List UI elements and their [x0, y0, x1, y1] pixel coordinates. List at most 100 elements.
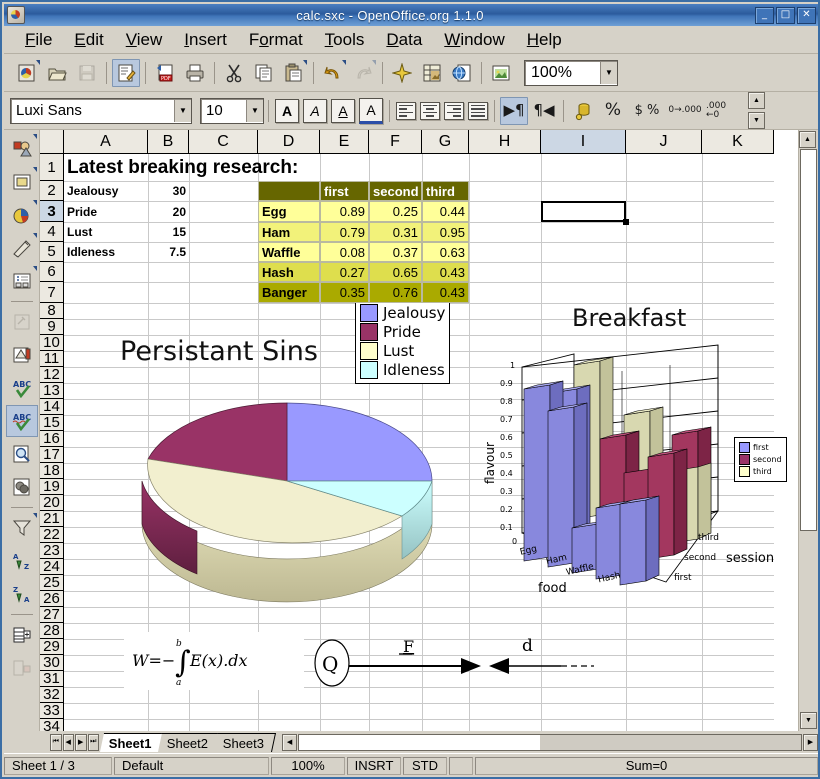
table-row-label-banger[interactable]: Banger [258, 282, 320, 303]
new-document-icon[interactable] [13, 59, 41, 87]
row-header-16[interactable]: 16 [40, 430, 64, 447]
hyperlink-icon[interactable] [448, 59, 476, 87]
table-cell-waffle-first[interactable]: 0.08 [320, 242, 369, 262]
italic-button[interactable]: A [303, 98, 327, 123]
table-header-second[interactable]: second [369, 181, 422, 201]
row-header-17[interactable]: 17 [40, 446, 64, 463]
column-header-E[interactable]: E [320, 130, 369, 154]
table-cell-banger-second[interactable]: 0.76 [369, 282, 422, 303]
cut-icon[interactable] [220, 59, 248, 87]
table-header-first[interactable]: first [320, 181, 369, 201]
row-header-5[interactable]: 5 [40, 242, 64, 262]
row-header-27[interactable]: 27 [40, 606, 64, 623]
minimize-button[interactable]: _ [755, 6, 774, 24]
cell-B4[interactable]: 15 [172, 225, 186, 239]
toolbar-scroll-down-button[interactable]: ▼ [748, 112, 765, 129]
font-size-combobox[interactable]: 10 ▼ [200, 97, 264, 124]
table-corner-cell[interactable] [258, 181, 320, 201]
scroll-down-button[interactable]: ▼ [800, 712, 817, 729]
currency-number-format-button[interactable]: $ % [629, 97, 665, 125]
row-header-24[interactable]: 24 [40, 558, 64, 575]
save-document-icon[interactable] [73, 59, 101, 87]
row-header-30[interactable]: 30 [40, 654, 64, 671]
table-header-third[interactable]: third [422, 181, 469, 201]
row-header-6[interactable]: 6 [40, 262, 64, 282]
cell-B5[interactable]: 7.5 [169, 245, 186, 259]
table-row-label-ham[interactable]: Ham [258, 222, 320, 242]
select-all-corner[interactable] [40, 130, 64, 154]
row-header-15[interactable]: 15 [40, 414, 64, 431]
row-header-8[interactable]: 8 [40, 302, 64, 319]
last-sheet-button[interactable]: ⏭ [87, 733, 99, 751]
row-header-20[interactable]: 20 [40, 494, 64, 511]
row-header-31[interactable]: 31 [40, 670, 64, 687]
insert-form-control-icon[interactable] [6, 265, 38, 297]
cell-area[interactable]: Persistant Sins [64, 154, 802, 731]
insert-object-icon[interactable] [6, 166, 38, 198]
currency-format-icon[interactable] [569, 97, 597, 125]
table-cell-ham-first[interactable]: 0.79 [320, 222, 369, 242]
previous-sheet-button[interactable]: ◀ [62, 733, 74, 751]
status-zoom[interactable]: 100% [271, 756, 345, 775]
paste-icon[interactable] [280, 59, 308, 87]
table-cell-hash-third[interactable]: 0.43 [422, 262, 469, 282]
align-justify-icon[interactable] [468, 101, 488, 120]
cell-A2[interactable]: Jealousy [67, 184, 119, 198]
underline-button[interactable]: A [331, 98, 355, 123]
column-header-G[interactable]: G [422, 130, 469, 154]
table-row-label-egg[interactable]: Egg [258, 201, 320, 222]
cell-B3[interactable]: 20 [172, 204, 186, 219]
cell-A3[interactable]: Pride [67, 204, 98, 219]
row-header-13[interactable]: 13 [40, 382, 64, 399]
navigator-icon[interactable] [388, 59, 416, 87]
autospellcheck-icon[interactable]: ABC [5, 405, 38, 437]
row-header-10[interactable]: 10 [40, 334, 64, 351]
menu-view[interactable]: View [125, 29, 163, 49]
draw-functions-icon[interactable] [6, 232, 38, 264]
scroll-up-button[interactable]: ▲ [799, 131, 816, 148]
sheet-tab-sheet2[interactable]: Sheet2 [157, 732, 220, 752]
formula-object[interactable]: W=− ∫ b a E(x).dx [124, 632, 304, 690]
row-header-1[interactable]: 1 [40, 154, 64, 181]
table-cell-ham-third[interactable]: 0.95 [422, 222, 469, 242]
column-header-D[interactable]: D [258, 130, 320, 154]
horizontal-scroll-thumb[interactable] [539, 734, 801, 750]
row-header-23[interactable]: 23 [40, 542, 64, 559]
row-header-34[interactable]: 34 [40, 718, 64, 731]
sheet-tab-sheet3[interactable]: Sheet3 [213, 732, 277, 752]
background-color-icon[interactable] [6, 339, 38, 371]
align-right-icon[interactable] [444, 101, 464, 120]
font-name-combobox[interactable]: Luxi Sans ▼ [10, 97, 192, 124]
row-header-2[interactable]: 2 [40, 181, 64, 201]
table-cell-egg-second[interactable]: 0.25 [369, 201, 422, 222]
menu-file[interactable]: File [25, 29, 53, 49]
toolbar-scroll-up-button[interactable]: ▲ [748, 92, 765, 109]
menu-tools[interactable]: Tools [324, 29, 365, 49]
column-header-K[interactable]: K [702, 130, 774, 154]
column-header-H[interactable]: H [469, 130, 541, 154]
chevron-down-icon[interactable]: ▼ [246, 99, 263, 122]
add-decimal-place-button[interactable]: 0→.000 [667, 97, 703, 125]
gallery-icon[interactable] [418, 59, 446, 87]
table-cell-banger-first[interactable]: 0.35 [320, 282, 369, 303]
row-header-19[interactable]: 19 [40, 478, 64, 495]
status-selection-mode[interactable]: STD [403, 756, 447, 775]
bar-chart-object[interactable]: Breakfast [476, 301, 802, 621]
show-draw-functions-icon[interactable] [6, 652, 38, 684]
percent-format-button[interactable]: % [599, 97, 627, 125]
redo-icon[interactable] [349, 59, 377, 87]
table-row-label-hash[interactable]: Hash [258, 262, 320, 282]
row-header-3[interactable]: 3 [40, 201, 64, 222]
menu-format[interactable]: Format [248, 29, 303, 49]
table-row-label-waffle[interactable]: Waffle [258, 242, 320, 262]
row-header-28[interactable]: 28 [40, 622, 64, 639]
pie-chart-legend[interactable]: Jealousy Pride Lust Idleness [355, 299, 451, 384]
autoformat-icon[interactable] [6, 306, 38, 338]
vertical-scroll-thumb[interactable] [800, 149, 817, 531]
column-header-J[interactable]: J [626, 130, 702, 154]
table-cell-banger-third[interactable]: 0.43 [422, 282, 469, 303]
font-color-button[interactable]: A [359, 97, 383, 124]
insert-cells-icon[interactable] [6, 619, 38, 651]
